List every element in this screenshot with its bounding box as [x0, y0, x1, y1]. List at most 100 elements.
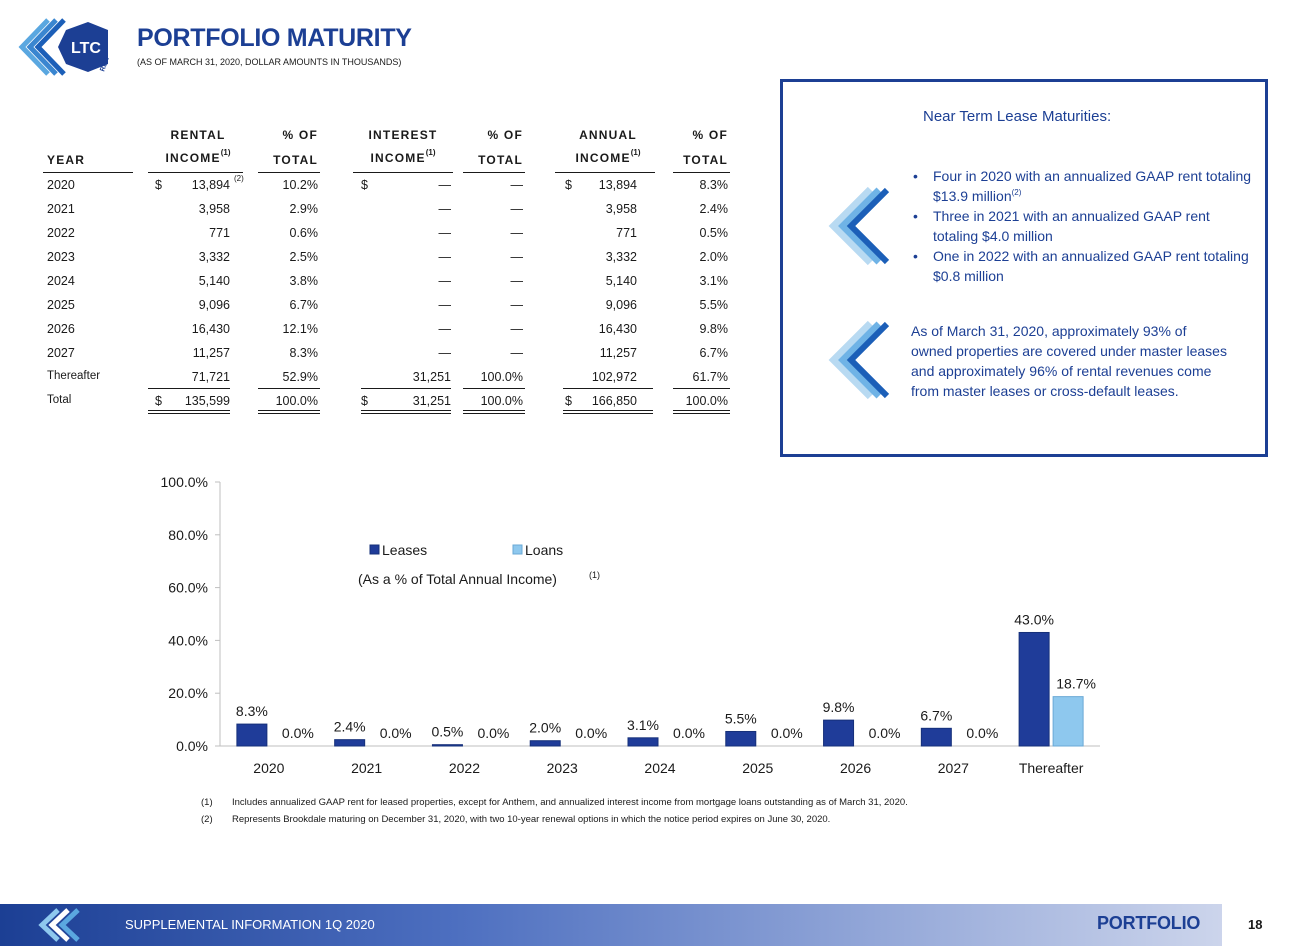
rental-pct-cell: 2.9%: [289, 202, 319, 216]
year-cell: Total: [47, 394, 72, 406]
rental-income-cell: 71,721: [191, 370, 230, 384]
bullet-item: Three in 2021 with an annualized GAAP re…: [913, 206, 1253, 246]
interest-income-cell: —: [438, 322, 452, 336]
bullet-item: Four in 2020 with an annualized GAAP ren…: [913, 166, 1253, 206]
x-tick-label: 2024: [644, 760, 675, 776]
y-tick-label: 0.0%: [176, 738, 208, 754]
year-cell: 2021: [47, 202, 75, 216]
rental-pct-cell: 3.8%: [289, 274, 319, 288]
loans-data-label: 0.0%: [575, 725, 607, 741]
leases-data-label: 5.5%: [725, 710, 757, 726]
leases-bar: [725, 730, 757, 747]
interest-pct-cell: 100.0%: [480, 394, 523, 408]
header-pct3-top: % OF: [692, 128, 728, 142]
interest-pct-cell: —: [510, 322, 524, 336]
annual-pct-cell: 0.5%: [699, 226, 729, 240]
year-cell: 2024: [47, 274, 75, 288]
legend-leases-swatch: [369, 544, 380, 555]
annual-income-cell: 13,894: [598, 178, 637, 192]
x-tick-label: 2021: [351, 760, 382, 776]
annual-pct-cell: 2.4%: [699, 202, 729, 216]
year-cell: 2026: [47, 322, 75, 336]
annual-income-cell: 3,958: [605, 202, 637, 216]
footnote-2: (2) Represents Brookdale maturing on Dece…: [201, 814, 831, 825]
year-cell: 2023: [47, 250, 75, 264]
y-tick-label: 40.0%: [168, 632, 208, 648]
interest-income-cell: —: [438, 298, 452, 312]
interest-income-cell: 31,251: [412, 394, 451, 408]
leases-bar: [529, 740, 561, 747]
rental-income-cell: 135,599: [184, 394, 230, 408]
interest-income-cell: —: [438, 178, 452, 192]
leases-bar: [1018, 631, 1050, 747]
leases-data-label: 8.3%: [236, 703, 268, 719]
rental-pct-cell: 10.2%: [282, 178, 318, 192]
rental-income-cell: 771: [209, 226, 230, 240]
loans-bar: [1052, 696, 1084, 747]
x-tick-label: Thereafter: [1019, 760, 1084, 776]
leases-data-label: 3.1%: [627, 717, 659, 733]
header-rental-bottom: INCOME(1): [165, 148, 231, 165]
interest-pct-cell: 100.0%: [480, 370, 523, 384]
rental-pct-cell: 52.9%: [282, 370, 318, 384]
rental-pct-cell: 2.5%: [289, 250, 319, 264]
rental-footnote-ref: (2): [234, 174, 244, 183]
loans-data-label: 0.0%: [282, 725, 314, 741]
dollar-sign: $: [155, 178, 162, 192]
legend-loans-label: Loans: [525, 542, 563, 558]
near-term-maturities-box: Near Term Lease Maturities: Four in 2020…: [780, 79, 1268, 457]
header-pct2-bottom: TOTAL: [478, 153, 523, 167]
y-tick-label: 100.0%: [161, 474, 208, 490]
loans-data-label: 0.0%: [771, 725, 803, 741]
leases-bar: [627, 737, 659, 747]
interest-pct-cell: —: [510, 202, 524, 216]
year-cell: Thereafter: [47, 370, 101, 382]
header-annual-bottom: INCOME(1): [575, 148, 641, 165]
interest-pct-cell: —: [510, 298, 524, 312]
legend-loans-swatch: [512, 544, 523, 555]
rental-income-cell: 13,894: [191, 178, 230, 192]
annual-income-cell: 102,972: [591, 370, 637, 384]
header-annual-top: ANNUAL: [579, 128, 637, 142]
dollar-sign: $: [155, 394, 162, 408]
annual-income-cell: 11,257: [599, 346, 637, 360]
rental-pct-cell: 0.6%: [289, 226, 319, 240]
x-tick-label: 2023: [547, 760, 578, 776]
leases-data-label: 2.4%: [334, 719, 366, 735]
page-number: 18: [1248, 917, 1263, 932]
page-title: PORTFOLIO MATURITY: [137, 24, 412, 52]
leases-data-label: 9.8%: [823, 699, 855, 715]
header-year: YEAR: [47, 153, 86, 167]
annual-income-cell: 5,140: [605, 274, 637, 288]
maturity-bar-chart: 0.0% 20.0% 40.0% 60.0% 80.0% 100.0% 2020 8.3% 0.…: [161, 474, 1100, 776]
rental-income-cell: 9,096: [198, 298, 230, 312]
dollar-sign: $: [565, 394, 572, 408]
logo-text: LTC: [71, 40, 101, 57]
rental-income-cell: 3,332: [198, 250, 230, 264]
annual-income-cell: 16,430: [598, 322, 637, 336]
rental-income-cell: 11,257: [192, 346, 230, 360]
rental-pct-cell: 100.0%: [275, 394, 318, 408]
chart-annotation: (As a % of Total Annual Income): [358, 571, 557, 587]
header-pct1-bottom: TOTAL: [273, 153, 318, 167]
loans-data-label: 0.0%: [673, 725, 705, 741]
page-subtitle: (AS OF MARCH 31, 2020, DOLLAR AMOUNTS IN…: [137, 57, 402, 67]
leases-data-label: 6.7%: [920, 707, 952, 723]
leases-bar: [431, 744, 463, 747]
rental-income-cell: 5,140: [198, 274, 230, 288]
y-tick-label: 80.0%: [168, 527, 208, 543]
interest-pct-cell: —: [510, 226, 524, 240]
interest-pct-cell: —: [510, 178, 524, 192]
leases-bar: [236, 723, 268, 747]
section-label: PORTFOLIO: [1097, 913, 1201, 933]
annual-pct-cell: 9.8%: [699, 322, 729, 336]
interest-income-cell: —: [438, 202, 452, 216]
x-tick-label: 2022: [449, 760, 480, 776]
leases-bar: [823, 719, 855, 747]
loans-data-label: 0.0%: [966, 725, 998, 741]
annual-income-cell: 3,332: [605, 250, 637, 264]
dollar-sign: $: [361, 394, 368, 408]
x-tick-label: 2026: [840, 760, 871, 776]
interest-income-cell: —: [438, 226, 452, 240]
footer-chevron-icon: [38, 908, 80, 942]
